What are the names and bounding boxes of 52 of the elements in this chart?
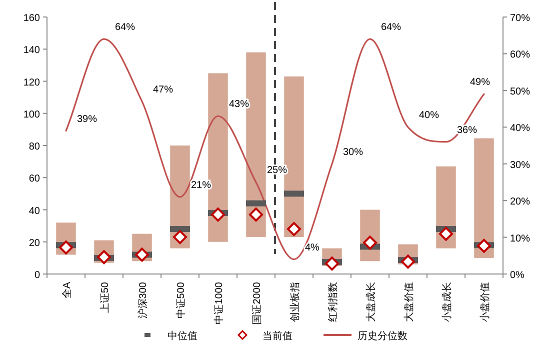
point [173, 230, 187, 244]
x-tick-label: 大盘价值 [403, 282, 415, 322]
data-label: 25% [267, 165, 288, 176]
data-label: 64% [115, 22, 136, 34]
x-tick-label: 全A [61, 282, 73, 299]
x-tick-label: 中证1000 [213, 282, 225, 324]
data-label: 64% [381, 22, 402, 34]
x-tick-label: 大盘成长 [365, 282, 377, 322]
point [401, 254, 415, 269]
data-label: 4% [305, 242, 320, 254]
point [211, 208, 225, 222]
point [439, 226, 453, 241]
data-label: 39% [77, 114, 98, 125]
point [249, 208, 263, 222]
y2-tick-label: 0% [510, 270, 525, 281]
y2-tick-label: 40% [510, 123, 530, 134]
y-tick-label: 0 [34, 270, 40, 281]
y2-tick-label: 60% [510, 50, 530, 61]
point [477, 238, 491, 253]
x-tick-label: 沪深300 [137, 282, 149, 319]
data-label: 21% [191, 180, 212, 191]
y2-tick-label: 50% [510, 86, 530, 98]
y-tick-label: 140 [23, 45, 40, 56]
y-tick-label: 120 [23, 77, 40, 88]
y-tick-label: 60 [28, 174, 40, 185]
bar [474, 138, 494, 258]
legend-label: 当前值 [262, 330, 292, 342]
legend-label: 历史分位数 [358, 330, 408, 342]
y-tick-label: 20 [28, 238, 40, 249]
data-label: 49% [470, 77, 490, 88]
y-tick-label: 160 [23, 13, 40, 24]
data-label: 40% [419, 110, 440, 122]
y2-tick-label: 20% [510, 196, 530, 208]
y2-tick-label: 30% [510, 160, 530, 171]
x-tick-label: 小盘成长 [441, 282, 453, 322]
data-label: 43% [229, 99, 250, 110]
y-tick-label: 80 [28, 142, 40, 152]
y2-tick-label: 70% [510, 13, 530, 24]
legend-label: 中位值 [168, 330, 198, 342]
point [59, 240, 73, 254]
y2-tick-label: 10% [510, 233, 530, 244]
x-tick-label: 中证500 [175, 282, 187, 319]
x-tick-label: 红利指数 [327, 282, 339, 322]
x-tick-label: 上证50 [99, 282, 111, 314]
data-label: 30% [343, 146, 364, 158]
data-label: 47% [153, 84, 174, 96]
point [287, 222, 301, 236]
x-tick-label: 国证2000 [251, 282, 263, 324]
y-tick-label: 100 [23, 109, 40, 120]
x-tick-label: 小盘价值 [479, 282, 491, 322]
y-tick-label: 40 [28, 206, 40, 217]
x-tick-label: 创业板指 [289, 282, 301, 322]
